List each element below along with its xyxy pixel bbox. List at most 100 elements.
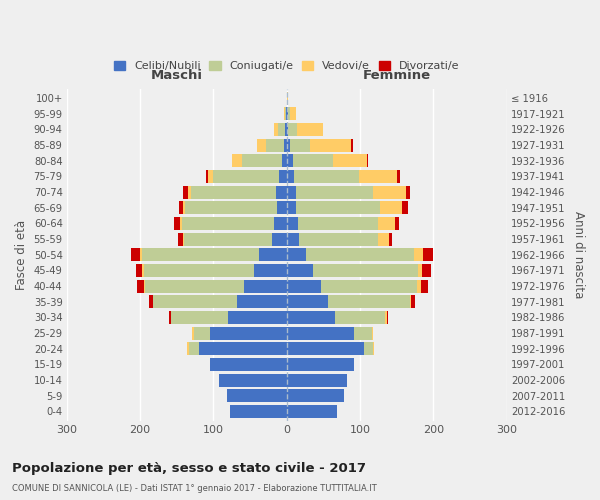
- Bar: [287, 358, 354, 371]
- Bar: [274, 123, 287, 136]
- Bar: [199, 342, 287, 355]
- Bar: [287, 264, 418, 277]
- Bar: [287, 186, 373, 198]
- Bar: [287, 280, 428, 292]
- Bar: [185, 202, 287, 214]
- Bar: [280, 170, 287, 183]
- Bar: [287, 280, 320, 292]
- Bar: [220, 374, 287, 386]
- Bar: [237, 296, 287, 308]
- Bar: [137, 280, 287, 292]
- Bar: [287, 390, 344, 402]
- Bar: [142, 248, 287, 261]
- Bar: [287, 123, 323, 136]
- Bar: [179, 202, 287, 214]
- Text: Femmine: Femmine: [363, 68, 431, 82]
- Bar: [214, 170, 287, 183]
- Bar: [287, 264, 313, 277]
- Text: COMUNE DI SANNICOLA (LE) - Dati ISTAT 1° gennaio 2017 - Elaborazione TUTTITALIA.: COMUNE DI SANNICOLA (LE) - Dati ISTAT 1°…: [12, 484, 377, 493]
- Bar: [266, 138, 287, 151]
- Bar: [272, 232, 287, 245]
- Bar: [208, 170, 287, 183]
- Bar: [287, 170, 294, 183]
- Bar: [228, 311, 287, 324]
- Bar: [178, 232, 287, 245]
- Bar: [287, 358, 354, 371]
- Bar: [284, 108, 287, 120]
- Bar: [142, 264, 287, 277]
- Bar: [149, 296, 287, 308]
- Bar: [287, 202, 408, 214]
- Bar: [287, 170, 359, 183]
- Bar: [194, 326, 287, 340]
- Bar: [232, 154, 287, 167]
- Bar: [182, 232, 287, 245]
- Bar: [287, 311, 385, 324]
- Bar: [284, 138, 287, 151]
- Bar: [230, 405, 287, 418]
- Bar: [287, 342, 364, 355]
- Bar: [287, 374, 347, 386]
- Bar: [287, 326, 372, 340]
- Bar: [287, 374, 347, 386]
- Bar: [287, 311, 388, 324]
- Bar: [232, 154, 287, 167]
- Bar: [220, 374, 287, 386]
- Bar: [145, 280, 287, 292]
- Bar: [174, 217, 287, 230]
- Bar: [287, 342, 374, 355]
- Bar: [287, 264, 422, 277]
- Bar: [286, 123, 287, 136]
- Bar: [287, 248, 306, 261]
- Bar: [230, 405, 287, 418]
- Bar: [287, 217, 379, 230]
- Legend: Celibi/Nubili, Coniugati/e, Vedovi/e, Divorzati/e: Celibi/Nubili, Coniugati/e, Vedovi/e, Di…: [110, 56, 464, 76]
- Bar: [131, 248, 287, 261]
- Bar: [287, 405, 337, 418]
- Bar: [287, 186, 410, 198]
- Bar: [210, 358, 287, 371]
- Bar: [287, 280, 418, 292]
- Text: Popolazione per età, sesso e stato civile - 2017: Popolazione per età, sesso e stato civil…: [12, 462, 366, 475]
- Bar: [287, 154, 293, 167]
- Bar: [152, 296, 287, 308]
- Bar: [283, 154, 287, 167]
- Bar: [287, 374, 347, 386]
- Bar: [287, 154, 367, 167]
- Bar: [187, 342, 287, 355]
- Bar: [188, 186, 287, 198]
- Bar: [210, 326, 287, 340]
- Bar: [287, 202, 402, 214]
- Bar: [210, 358, 287, 371]
- Bar: [257, 138, 287, 151]
- Bar: [227, 390, 287, 402]
- Bar: [152, 296, 287, 308]
- Bar: [287, 108, 296, 120]
- Bar: [287, 202, 296, 214]
- Bar: [227, 390, 287, 402]
- Bar: [287, 217, 395, 230]
- Bar: [287, 358, 354, 371]
- Bar: [210, 358, 287, 371]
- Bar: [287, 232, 389, 245]
- Bar: [287, 108, 290, 120]
- Bar: [136, 264, 287, 277]
- Bar: [140, 248, 287, 261]
- Bar: [287, 138, 353, 151]
- Bar: [184, 202, 287, 214]
- Bar: [242, 154, 287, 167]
- Bar: [287, 202, 380, 214]
- Bar: [259, 248, 287, 261]
- Bar: [171, 311, 287, 324]
- Bar: [287, 154, 368, 167]
- Bar: [184, 186, 287, 198]
- Bar: [287, 296, 415, 308]
- Bar: [171, 311, 287, 324]
- Bar: [287, 154, 333, 167]
- Bar: [191, 186, 287, 198]
- Bar: [181, 217, 287, 230]
- Bar: [144, 264, 287, 277]
- Bar: [287, 390, 344, 402]
- Bar: [287, 186, 406, 198]
- Y-axis label: Fasce di età: Fasce di età: [15, 220, 28, 290]
